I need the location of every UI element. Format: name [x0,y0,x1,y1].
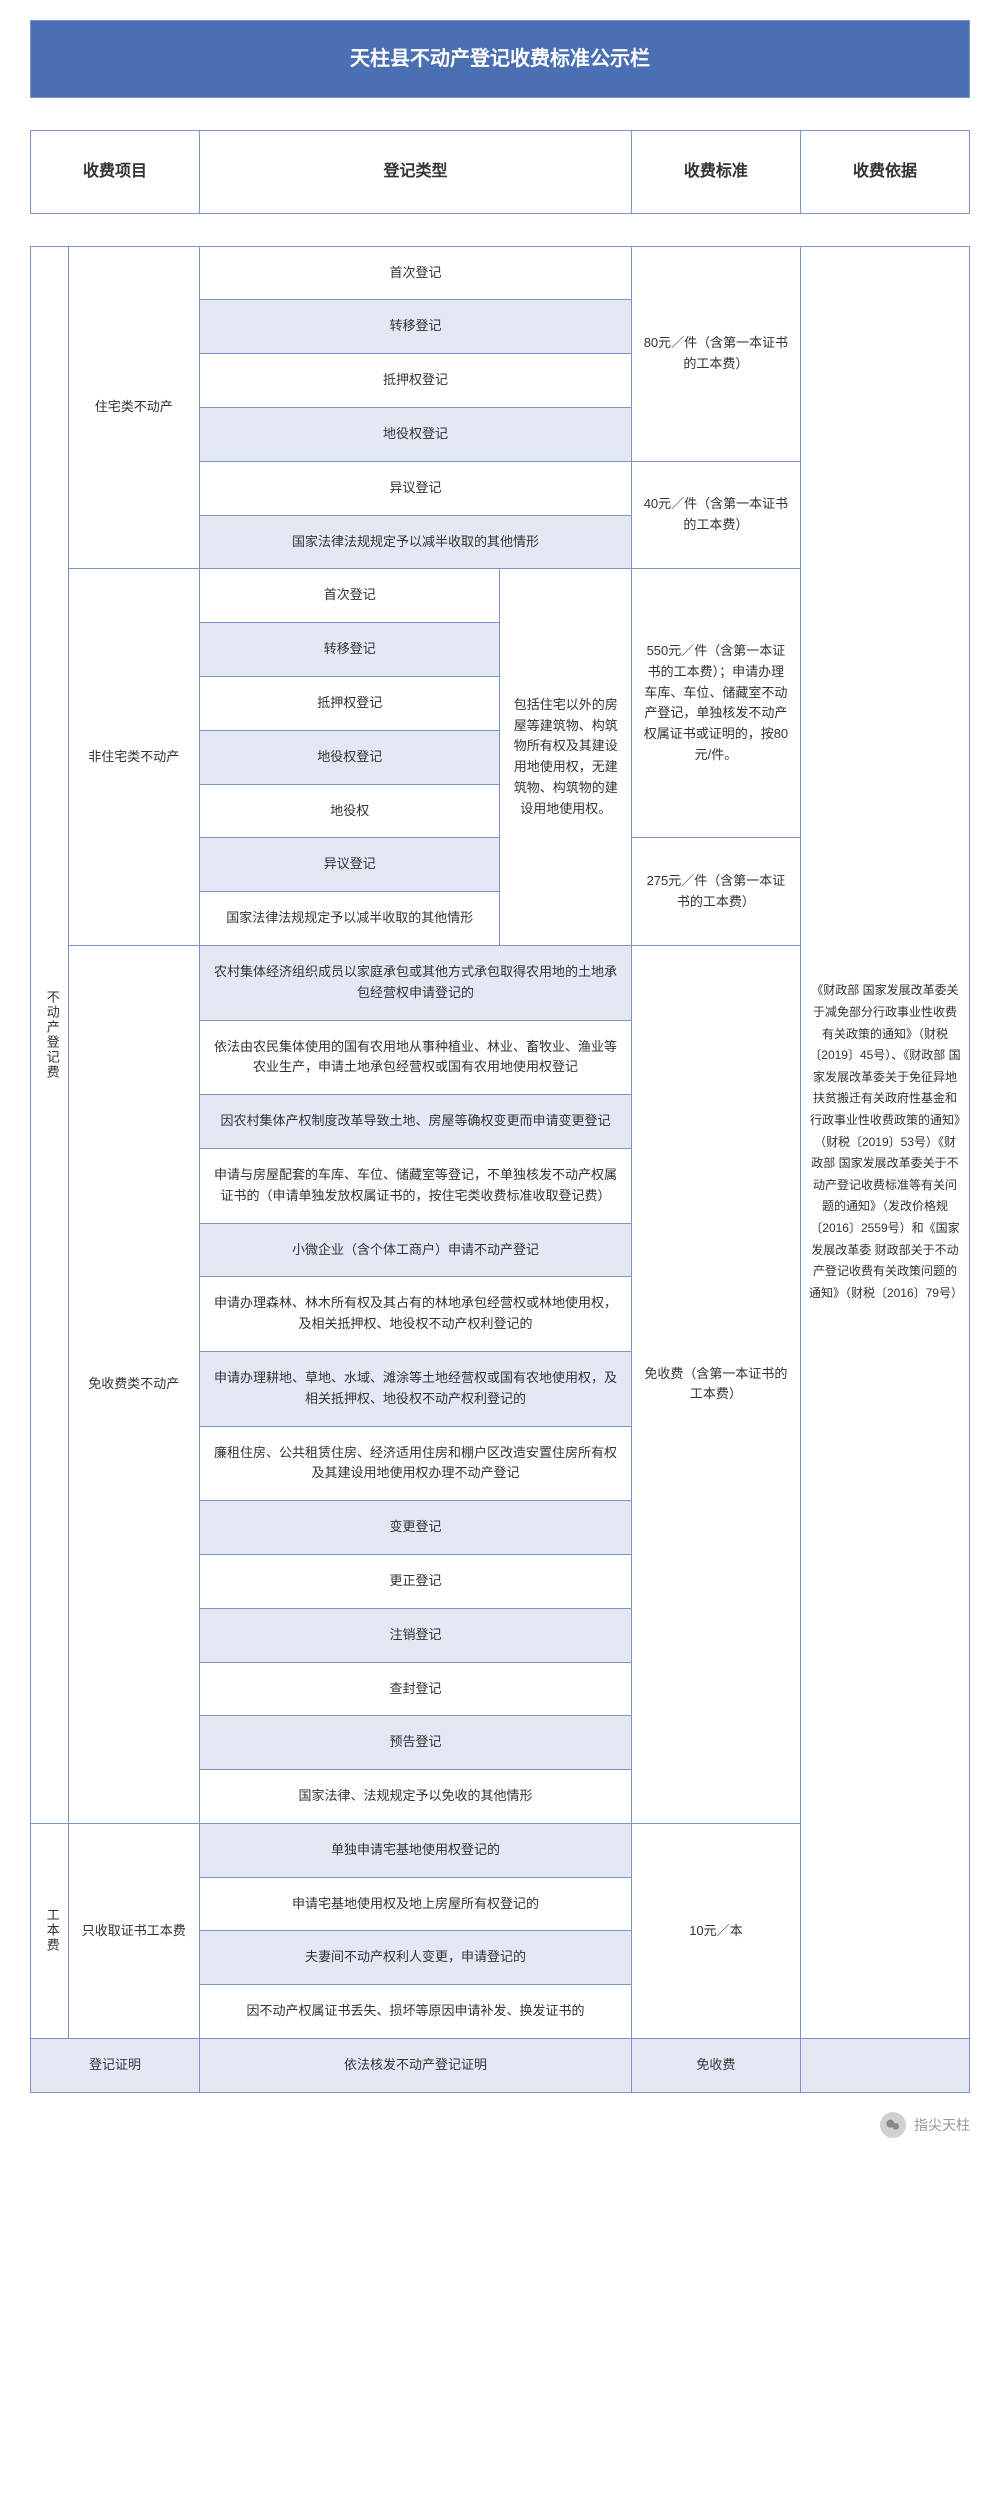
table-title: 天柱县不动产登记收费标准公示栏 [31,21,970,98]
cell-type: 夫妻间不动产权利人变更，申请登记的 [200,1931,632,1985]
header-type: 登记类型 [200,131,632,214]
cell-standard: 免收费（含第一本证书的工本费） [631,945,800,1823]
cell-type: 地役权登记 [200,730,500,784]
wechat-icon [880,2112,906,2138]
cell-type: 首次登记 [200,569,500,623]
category-cert: 工本费 [31,1823,69,2038]
cell-basis-empty [800,2039,969,2093]
fee-standards-table: 天柱县不动产登记收费标准公示栏 收费项目 登记类型 收费标准 收费依据 不动产登… [30,20,970,2093]
table-row: 登记证明 依法核发不动产登记证明 免收费 [31,2039,970,2093]
cell-type: 申请宅基地使用权及地上房屋所有权登记的 [200,1877,632,1931]
cell-basis: 《财政部 国家发展改革委关于减免部分行政事业性收费有关政策的通知》（财税〔201… [800,246,969,2038]
category-fee: 不动产登记费 [31,246,69,1823]
header-item: 收费项目 [31,131,200,214]
cell-type: 国家法律法规规定予以减半收取的其他情形 [200,892,500,946]
cell-type: 首次登记 [200,246,632,300]
cell-note: 包括住宅以外的房屋等建筑物、构筑物所有权及其建设用地使用权，无建筑物、构筑物的建… [500,569,631,946]
cell-type: 因农村集体产权制度改革导致土地、房屋等确权变更而申请变更登记 [200,1095,632,1149]
cell-type: 依法核发不动产登记证明 [200,2039,632,2093]
cell-type: 依法由农民集体使用的国有农用地从事种植业、林业、畜牧业、渔业等农业生产，申请土地… [200,1020,632,1095]
cell-type: 小微企业（含个体工商户）申请不动产登记 [200,1223,632,1277]
cell-type: 单独申请宅基地使用权登记的 [200,1823,632,1877]
header-row: 收费项目 登记类型 收费标准 收费依据 [31,131,970,214]
cell-type: 转移登记 [200,300,632,354]
cell-type: 廉租住房、公共租赁住房、经济适用住房和棚户区改造安置住房所有权及其建设用地使用权… [200,1426,632,1501]
header-standard: 收费标准 [631,131,800,214]
title-row: 天柱县不动产登记收费标准公示栏 [31,21,970,98]
cell-standard: 免收费 [631,2039,800,2093]
group-certonly: 只收取证书工本费 [68,1823,199,2038]
table-row: 不动产登记费 住宅类不动产 首次登记 80元／件（含第一本证书的工本费） 《财政… [31,246,970,300]
cell-type: 地役权 [200,784,500,838]
cell-type: 变更登记 [200,1501,632,1555]
cell-type: 申请办理森林、林木所有权及其占有的林地承包经营权或林地使用权，及相关抵押权、地役… [200,1277,632,1352]
group-residential: 住宅类不动产 [68,246,199,569]
cell-type: 抵押权登记 [200,354,632,408]
category-proof: 登记证明 [31,2039,200,2093]
cell-type: 异议登记 [200,461,632,515]
spacer-row [31,98,970,131]
cell-standard: 275元／件（含第一本证书的工本费） [631,838,800,946]
cell-type: 转移登记 [200,623,500,677]
cell-standard: 10元／本 [631,1823,800,2038]
watermark-text: 指尖天柱 [914,2115,970,2135]
cell-type: 查封登记 [200,1662,632,1716]
cell-standard: 550元／件（含第一本证书的工本费）；申请办理车库、车位、储藏室不动产登记，单独… [631,569,800,838]
cell-type: 更正登记 [200,1554,632,1608]
cell-type: 异议登记 [200,838,500,892]
cell-type: 农村集体经济组织成员以家庭承包或其他方式承包取得农用地的土地承包经营权申请登记的 [200,945,632,1020]
group-nonresidential: 非住宅类不动产 [68,569,199,946]
cell-type: 国家法律、法规规定予以免收的其他情形 [200,1770,632,1824]
cell-type: 申请办理耕地、草地、水域、滩涂等土地经营权或国有农地使用权，及相关抵押权、地役权… [200,1351,632,1426]
cell-standard: 80元／件（含第一本证书的工本费） [631,246,800,461]
cell-type: 申请与房屋配套的车库、车位、储藏室等登记，不单独核发不动产权属证书的（申请单独发… [200,1148,632,1223]
cell-type: 国家法律法规规定予以减半收取的其他情形 [200,515,632,569]
cell-type: 抵押权登记 [200,676,500,730]
cell-type: 注销登记 [200,1608,632,1662]
cell-type: 预告登记 [200,1716,632,1770]
cell-type: 因不动产权属证书丢失、损坏等原因申请补发、换发证书的 [200,1985,632,2039]
header-basis: 收费依据 [800,131,969,214]
cell-standard: 40元／件（含第一本证书的工本费） [631,461,800,569]
watermark: 指尖天柱 [880,2112,970,2138]
group-free: 免收费类不动产 [68,945,199,1823]
cell-type: 地役权登记 [200,407,632,461]
spacer-row [31,213,970,246]
